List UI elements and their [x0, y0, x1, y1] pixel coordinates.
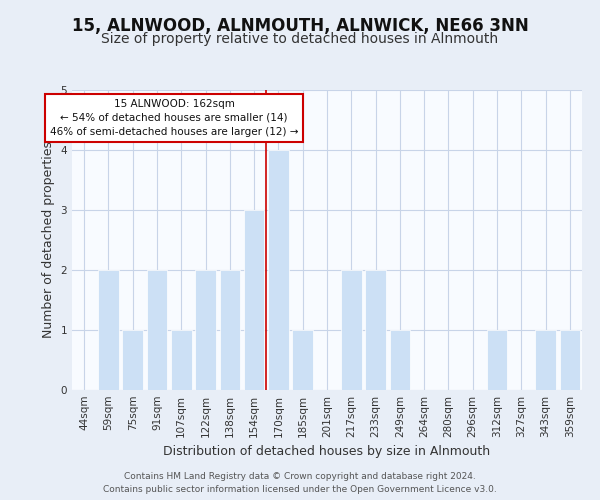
Text: Contains HM Land Registry data © Crown copyright and database right 2024.: Contains HM Land Registry data © Crown c…: [124, 472, 476, 481]
Bar: [535, 330, 556, 390]
Bar: [487, 330, 508, 390]
X-axis label: Distribution of detached houses by size in Alnmouth: Distribution of detached houses by size …: [163, 446, 491, 458]
Text: 15 ALNWOOD: 162sqm
← 54% of detached houses are smaller (14)
46% of semi-detache: 15 ALNWOOD: 162sqm ← 54% of detached hou…: [50, 99, 298, 137]
Bar: [98, 270, 119, 390]
Text: 15, ALNWOOD, ALNMOUTH, ALNWICK, NE66 3NN: 15, ALNWOOD, ALNMOUTH, ALNWICK, NE66 3NN: [71, 18, 529, 36]
Bar: [244, 210, 265, 390]
Bar: [146, 270, 167, 390]
Bar: [365, 270, 386, 390]
Bar: [195, 270, 216, 390]
Bar: [268, 150, 289, 390]
Bar: [171, 330, 191, 390]
Bar: [292, 330, 313, 390]
Bar: [341, 270, 362, 390]
Text: Size of property relative to detached houses in Alnmouth: Size of property relative to detached ho…: [101, 32, 499, 46]
Bar: [389, 330, 410, 390]
Bar: [220, 270, 240, 390]
Y-axis label: Number of detached properties: Number of detached properties: [42, 142, 55, 338]
Bar: [122, 330, 143, 390]
Bar: [560, 330, 580, 390]
Text: Contains public sector information licensed under the Open Government Licence v3: Contains public sector information licen…: [103, 485, 497, 494]
